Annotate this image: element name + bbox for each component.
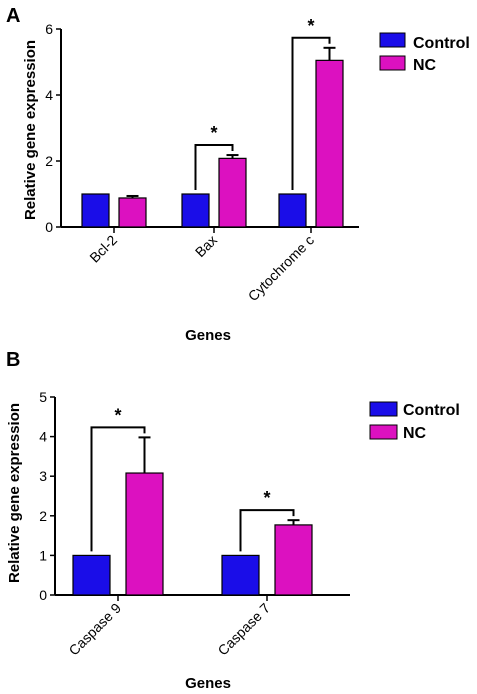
panel-a-bar-nc-2 bbox=[315, 59, 344, 228]
panel-b-legend-control-label: Control bbox=[403, 402, 460, 419]
panel-a-x-axis-label: Genes bbox=[185, 327, 231, 344]
panel-b-bar-nc-0 bbox=[125, 472, 164, 596]
panel-b-significance-star-1: * bbox=[263, 488, 270, 508]
panel-a-y-tick-label: 2 bbox=[45, 153, 53, 169]
panel-b-plot: 0 1 2 3 4 5 Caspase 9 * Caspase 7 * bbox=[39, 389, 398, 659]
panel-b-y-tick-label: 4 bbox=[39, 429, 47, 445]
panel-b-significance-bracket-1 bbox=[239, 509, 295, 552]
panel-b-y-tick-label: 3 bbox=[39, 468, 47, 484]
panel-a-x-tick-label-2: Cytochrome c bbox=[245, 232, 317, 304]
panel-a-plot: 0 2 4 6 Bcl-2 Bax * Cytochrome c * bbox=[45, 16, 406, 304]
panel-a-bar-nc-1 bbox=[218, 157, 247, 228]
panel-a-bar-control-0 bbox=[81, 193, 110, 228]
panel-a-significance-bracket-1 bbox=[194, 144, 234, 190]
panel-b-x-axis-label: Genes bbox=[185, 675, 231, 692]
panel-b-x-tick-label-0: Caspase 9 bbox=[65, 600, 124, 659]
panel-a-y-tick-label: 6 bbox=[45, 21, 53, 37]
panel-a-bar-nc-0 bbox=[118, 197, 147, 228]
panel-a-significance-star-2: * bbox=[307, 16, 314, 36]
panel-a-bar-control-2 bbox=[278, 193, 307, 228]
panel-a-x-tick-label-0: Bcl-2 bbox=[86, 232, 120, 266]
panel-a-significance-star-1: * bbox=[210, 123, 217, 143]
panel-b-legend-nc-label: NC bbox=[403, 425, 427, 442]
panel-b-bar-control-1 bbox=[221, 554, 260, 596]
panel-a-y-axis-label: Relative gene expression bbox=[22, 40, 39, 220]
panel-a-legend-nc-label: NC bbox=[413, 57, 437, 74]
panel-b-significance-bracket-0 bbox=[90, 426, 146, 552]
panel-a-letter: A bbox=[6, 5, 20, 27]
panel-b-y-tick-label: 2 bbox=[39, 508, 47, 524]
panel-b-x-tick-label-1: Caspase 7 bbox=[214, 600, 273, 659]
panel-b-legend-swatch-nc bbox=[369, 424, 398, 440]
panel-a-bar-control-1 bbox=[181, 193, 210, 228]
panel-a-legend-swatch-control bbox=[379, 32, 406, 48]
panel-a-legend-swatch-nc bbox=[379, 55, 406, 71]
panel-b-letter: B bbox=[6, 349, 20, 371]
panel-a-x-tick-label-1: Bax bbox=[192, 232, 220, 260]
panel-b-bar-nc-1 bbox=[274, 524, 313, 596]
panel-b-y-tick-label: 1 bbox=[39, 547, 47, 563]
panel-a-significance-bracket-2 bbox=[291, 36, 331, 190]
panel-b-significance-star-0: * bbox=[114, 405, 121, 425]
panel-a-y-tick-label: 4 bbox=[45, 87, 53, 103]
panel-b-y-tick-label: 5 bbox=[39, 389, 47, 405]
panel-b-y-axis-label: Relative gene expression bbox=[6, 403, 23, 583]
panel-b-y-tick-label: 0 bbox=[39, 587, 47, 603]
panel-a-y-tick-label: 0 bbox=[45, 219, 53, 235]
panel-b-bar-control-0 bbox=[72, 554, 111, 596]
panel-a-legend-control-label: Control bbox=[413, 35, 470, 52]
panel-b-legend-swatch-control bbox=[369, 401, 398, 417]
